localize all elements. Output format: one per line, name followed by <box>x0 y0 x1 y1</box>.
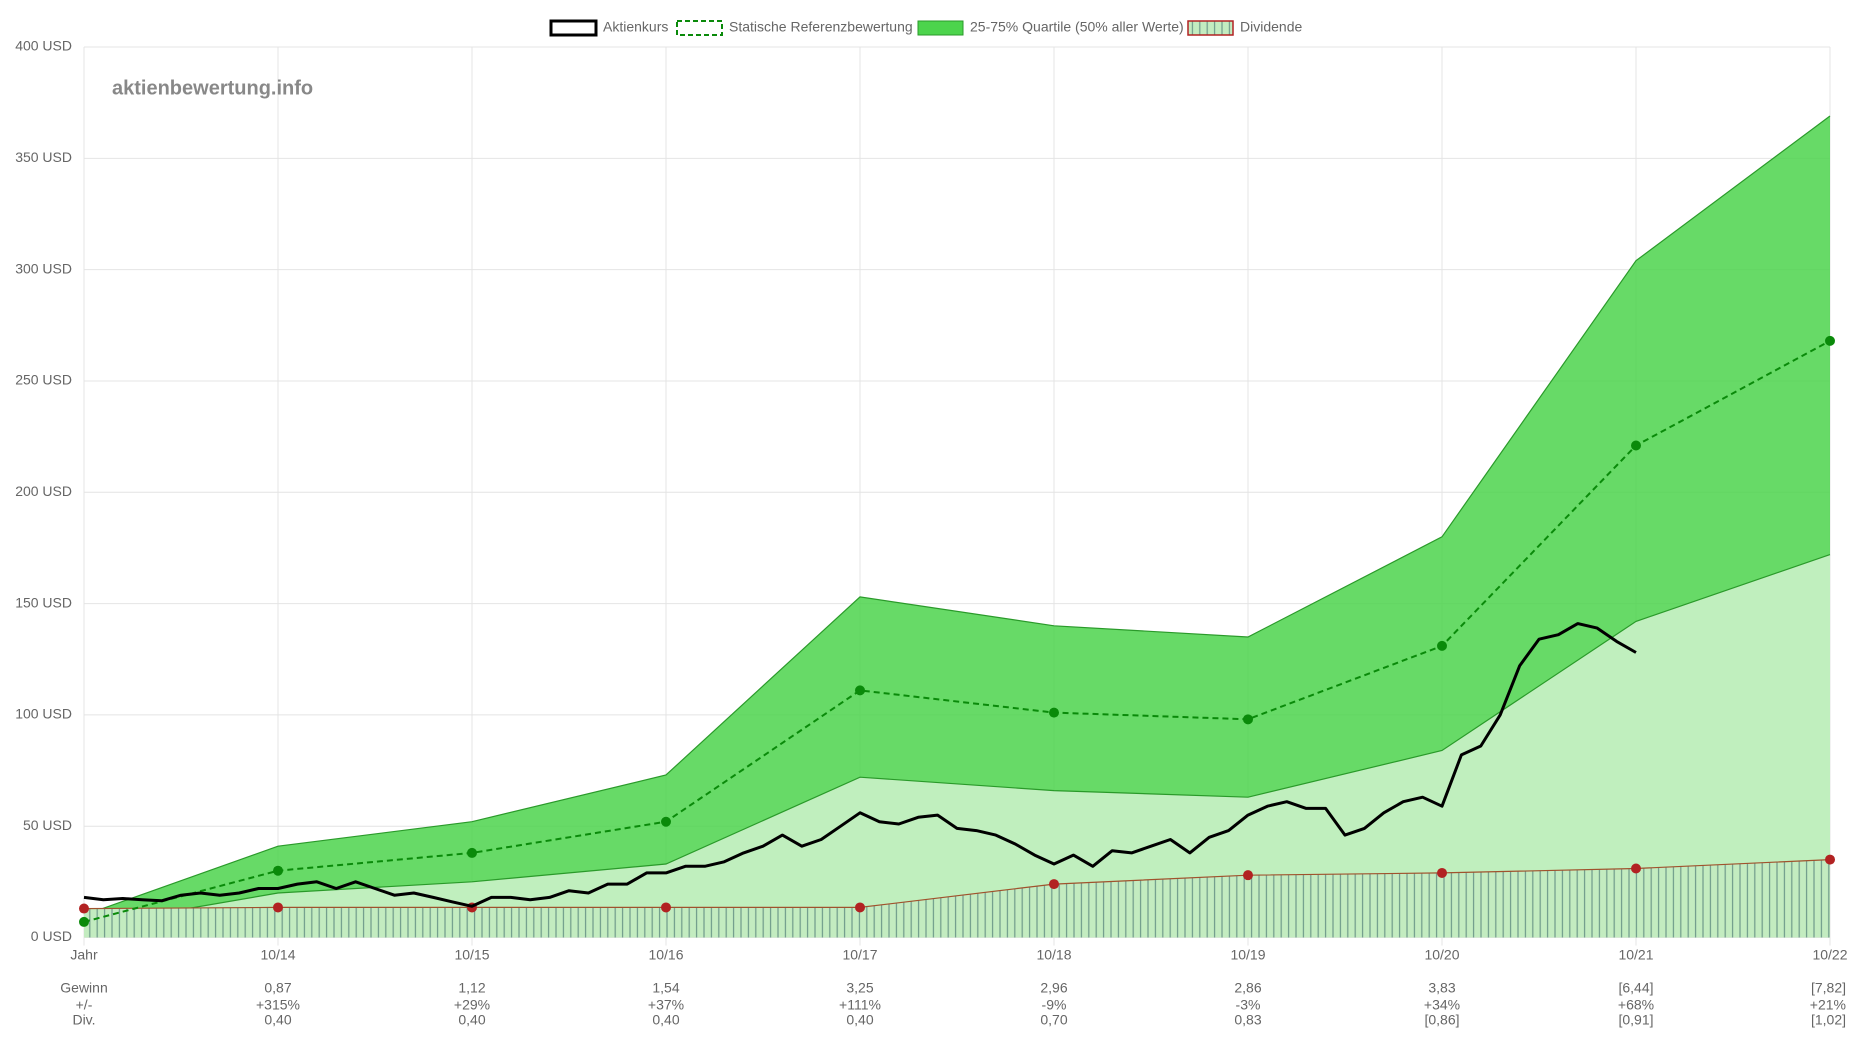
row-cell: +34% <box>1424 997 1460 1013</box>
row-cell: [0,86] <box>1424 1012 1459 1028</box>
y-tick-label: 350 USD <box>15 149 72 165</box>
y-tick-label: 100 USD <box>15 706 72 722</box>
reference-point <box>1437 640 1447 651</box>
reference-point <box>661 816 671 827</box>
row-cell: +68% <box>1618 997 1654 1013</box>
y-tick-label: 300 USD <box>15 260 72 276</box>
row-cell: 3,83 <box>1428 980 1455 996</box>
reference-point <box>1631 440 1641 451</box>
dividend-point <box>1631 863 1641 874</box>
x-tick-label: 10/19 <box>1230 947 1265 963</box>
dividend-point <box>273 902 283 913</box>
row-cell: 2,96 <box>1040 980 1067 996</box>
row-cell: +111% <box>839 997 881 1013</box>
dividend-area <box>84 859 1830 938</box>
row-cell: +29% <box>454 997 490 1013</box>
dividend-point <box>855 902 865 913</box>
row-cell: 0,83 <box>1234 1012 1261 1028</box>
quartile-upper <box>83 115 1831 916</box>
row-cell: 1,12 <box>458 980 485 996</box>
y-tick-label: 200 USD <box>15 483 72 499</box>
legend-label: 25-75% Quartile (50% aller Werte) <box>970 19 1184 35</box>
legend-label: Aktienkurs <box>603 19 668 35</box>
legend-swatch <box>676 20 723 36</box>
x-tick-label: 10/22 <box>1812 947 1847 963</box>
row-cell: -3% <box>1236 997 1261 1013</box>
x-tick-label: 10/18 <box>1036 947 1071 963</box>
row-cell: [1,02] <box>1811 1012 1846 1028</box>
row-cell: [0,91] <box>1618 1012 1653 1028</box>
row-cell: 0,40 <box>846 1012 873 1028</box>
dividend-point <box>1437 867 1447 878</box>
row-cell: 2,86 <box>1234 980 1261 996</box>
legend-swatch <box>549 19 598 37</box>
reference-point <box>1049 707 1059 718</box>
price-line <box>83 622 1637 908</box>
row-cell: +315% <box>256 997 300 1013</box>
dividend-point <box>661 902 671 913</box>
x-tick-label: 10/16 <box>648 947 683 963</box>
x-tick-label: 10/17 <box>842 947 877 963</box>
row-cell: +21% <box>1810 997 1846 1013</box>
legend-label: Statische Referenzbewertung <box>729 19 913 35</box>
x-tick-label: 10/20 <box>1424 947 1459 963</box>
reference-point <box>1243 714 1253 725</box>
x-tick-label: 10/15 <box>454 947 489 963</box>
y-tick-label: 50 USD <box>23 817 72 833</box>
reference-point <box>467 847 477 858</box>
y-tick-label: 0 USD <box>31 928 72 944</box>
row-cell: [6,44] <box>1618 980 1653 996</box>
lower-area <box>84 554 1830 938</box>
reference-point <box>273 865 283 876</box>
reference-point <box>79 916 89 927</box>
row-cell: 1,54 <box>652 980 679 996</box>
row-cell: -9% <box>1042 997 1067 1013</box>
dividend-point <box>1049 879 1059 890</box>
row-cell: 0,70 <box>1040 1012 1067 1028</box>
dividend-point <box>1243 870 1253 881</box>
x-tick-label: 10/21 <box>1618 947 1653 963</box>
legend-label: Dividende <box>1240 19 1302 35</box>
row-cell: [7,82] <box>1811 980 1846 996</box>
dividend-point <box>79 903 89 914</box>
row-cell: +37% <box>648 997 684 1013</box>
x-tick-label: Jahr <box>70 947 98 963</box>
legend-swatch <box>1187 20 1234 36</box>
x-tick-label: 10/14 <box>260 947 295 963</box>
row-label: Gewinn <box>60 980 107 996</box>
y-tick-label: 150 USD <box>15 594 72 610</box>
quartile-band <box>84 116 1830 927</box>
dividend-line <box>83 859 1831 910</box>
row-cell: 3,25 <box>846 980 873 996</box>
row-label: Div. <box>72 1012 95 1028</box>
reference-point <box>1825 335 1835 346</box>
dividend-point <box>1825 854 1835 865</box>
y-tick-label: 250 USD <box>15 372 72 388</box>
reference-line <box>83 340 1831 923</box>
watermark: aktienbewertung.info <box>112 77 313 99</box>
reference-point <box>855 685 865 696</box>
row-cell: 0,40 <box>458 1012 485 1028</box>
row-cell: 0,40 <box>264 1012 291 1028</box>
legend-swatch <box>917 20 964 36</box>
row-label: +/- <box>76 997 93 1013</box>
y-tick-label: 400 USD <box>15 38 72 54</box>
row-cell: 0,87 <box>264 980 291 996</box>
row-cell: 0,40 <box>652 1012 679 1028</box>
